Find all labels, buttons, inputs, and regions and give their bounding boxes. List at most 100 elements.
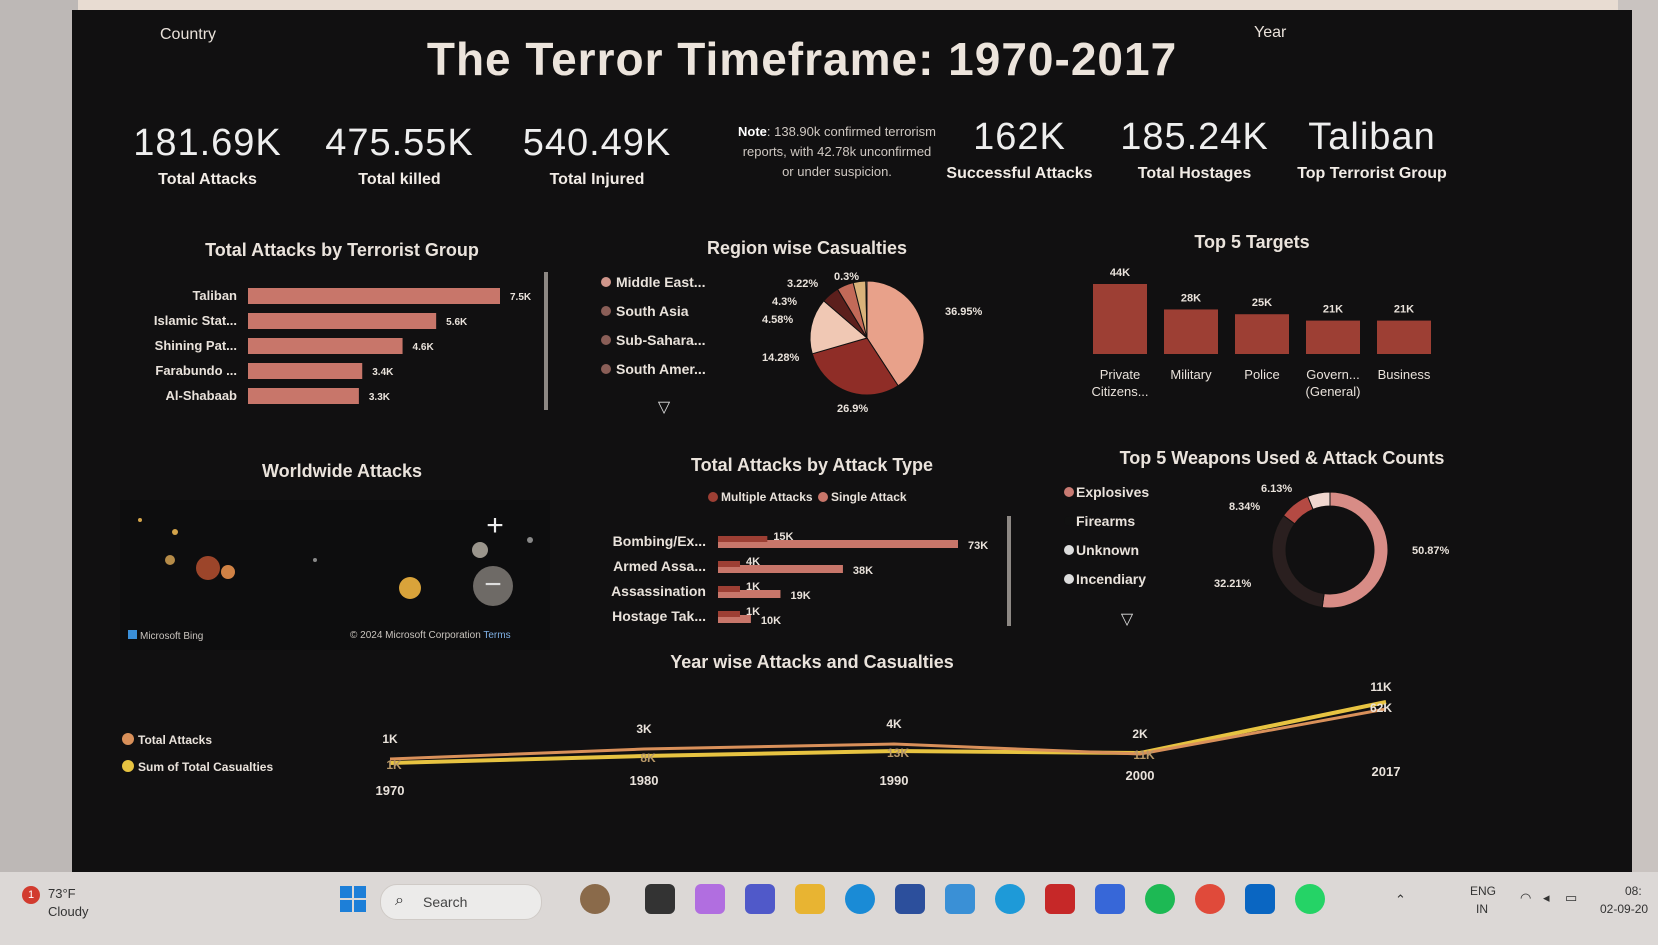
legend-label: Single Attack [831, 490, 907, 504]
legend-marker [601, 335, 611, 345]
map-bubble[interactable] [172, 529, 178, 535]
terms-link[interactable]: Terms [483, 630, 511, 641]
line-attacks[interactable] [389, 707, 1387, 761]
language-label[interactable]: ENG [1470, 884, 1497, 898]
bar-data-label: 19K [790, 590, 810, 602]
map-bubble[interactable] [527, 537, 533, 543]
legend-marker [122, 733, 134, 745]
bar[interactable] [718, 536, 768, 542]
world-map[interactable]: + − Microsoft Bing © 2024 Microsoft Corp… [120, 500, 550, 650]
kpi-value: Taliban [1308, 116, 1436, 158]
year-chart-title: Year wise Attacks and Casualties [670, 652, 954, 672]
clock-time[interactable]: 08: [1625, 884, 1642, 898]
app-icon[interactable] [580, 884, 610, 914]
target-bar[interactable] [1235, 314, 1289, 354]
year-slicer-label[interactable]: Year [1254, 24, 1287, 41]
map-attribution: Microsoft Bing [128, 630, 203, 642]
app-icon[interactable] [945, 884, 975, 914]
bar[interactable] [718, 590, 781, 598]
edge-icon[interactable] [845, 884, 875, 914]
task-view-icon[interactable] [645, 884, 675, 914]
scrollbar[interactable] [1007, 516, 1011, 626]
linkedin-icon[interactable] [1245, 884, 1275, 914]
weather-text[interactable]: Cloudy [48, 904, 89, 919]
store-icon[interactable] [895, 884, 925, 914]
map-bubble[interactable] [196, 556, 220, 580]
target-bar[interactable] [1093, 284, 1147, 354]
target-bar[interactable] [1377, 320, 1431, 354]
pie-slice[interactable] [811, 337, 899, 396]
zoom-in-icon[interactable]: + [486, 509, 504, 542]
teams-icon[interactable] [745, 884, 775, 914]
bar[interactable] [248, 363, 363, 379]
spotify-icon[interactable] [1145, 884, 1175, 914]
donut-slice[interactable] [1307, 491, 1331, 511]
app-icon[interactable] [1095, 884, 1125, 914]
pie-slice[interactable] [809, 300, 869, 355]
taskbar-search[interactable]: ⌕ Search [380, 884, 542, 920]
chrome-icon[interactable] [1195, 884, 1225, 914]
kpi-total-attacks: 181.69K Total Attacks [120, 122, 295, 189]
map-bubble[interactable] [399, 577, 421, 599]
wifi-icon[interactable]: ◠ [1520, 890, 1532, 905]
legend-marker [1064, 487, 1074, 497]
kpi-label: Top Terrorist Group [1297, 165, 1447, 182]
map-bubble[interactable] [472, 542, 488, 558]
scrollbar[interactable] [544, 272, 548, 410]
chevron-up-icon[interactable]: ⌃ [1395, 892, 1406, 907]
bar[interactable] [718, 565, 843, 573]
donut-slice[interactable] [1271, 514, 1325, 609]
bing-label: Microsoft Bing [140, 631, 204, 642]
bar-data-label: 73K [968, 540, 988, 552]
country-slicer-label[interactable]: Country [160, 26, 217, 43]
map-bubble[interactable] [313, 558, 317, 562]
region-label[interactable]: IN [1476, 902, 1488, 916]
x-tick-label: 2017 [1372, 764, 1401, 779]
kpi-top-group: Taliban Top Terrorist Group [1287, 116, 1457, 183]
bar[interactable] [248, 388, 359, 404]
bar[interactable] [718, 540, 958, 548]
bar-data-label: 4.6K [413, 342, 435, 353]
pie-data-label: 32.21% [1214, 578, 1252, 590]
map-bubble[interactable] [165, 555, 175, 565]
target-bar[interactable] [1306, 320, 1360, 354]
file-explorer-icon[interactable] [795, 884, 825, 914]
clock-date[interactable]: 02-09-20 [1600, 902, 1649, 916]
map-bubble[interactable] [138, 518, 142, 522]
whatsapp-icon[interactable] [1295, 884, 1325, 914]
map-bubble[interactable] [221, 565, 235, 579]
start-button[interactable] [340, 886, 366, 912]
bar-data-label: 1K [746, 606, 760, 618]
legend-label: Total Attacks [138, 733, 212, 747]
weather-temp[interactable]: 73°F [48, 886, 76, 901]
map-copyright: © 2024 Microsoft Corporation Terms [350, 630, 511, 641]
line-casualties[interactable] [389, 700, 1387, 765]
bar[interactable] [718, 586, 740, 592]
donut-slice[interactable] [1321, 491, 1389, 609]
bar[interactable] [718, 611, 740, 617]
volume-icon[interactable]: ◂ [1543, 890, 1550, 905]
battery-icon[interactable]: ▭ [1565, 890, 1578, 905]
group-chart-title: Total Attacks by Terrorist Group [205, 240, 479, 260]
target-bar[interactable] [1164, 309, 1218, 354]
bar[interactable] [248, 288, 500, 304]
legend-marker [601, 364, 611, 374]
pie-slice[interactable] [865, 280, 868, 339]
zoom-out-icon[interactable]: − [473, 566, 513, 606]
weapons-chart-title: Top 5 Weapons Used & Attack Counts [1119, 448, 1445, 468]
line-data-label: 4K [886, 717, 902, 731]
app-icon[interactable] [995, 884, 1025, 914]
mcafee-icon[interactable] [1045, 884, 1075, 914]
legend-label: Incendiary [1076, 571, 1146, 587]
bar[interactable] [248, 338, 403, 354]
bar-data-label: 10K [761, 615, 781, 627]
bar-data-label: 21K [1394, 304, 1414, 316]
bar[interactable] [248, 313, 437, 329]
line-data-label: 11K [1133, 748, 1155, 762]
bar[interactable] [718, 561, 740, 567]
map-bubbles-layer [138, 518, 533, 599]
kpi-label: Total Attacks [158, 171, 257, 188]
note-body: : 138.90k confirmed terrorism reports, w… [742, 124, 936, 179]
bar[interactable] [718, 615, 751, 623]
copilot-icon[interactable] [695, 884, 725, 914]
